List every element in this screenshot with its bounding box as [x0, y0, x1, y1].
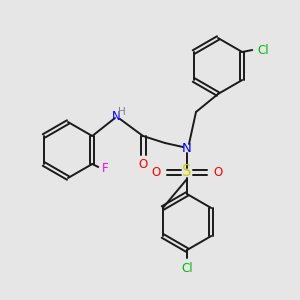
Text: N: N — [112, 110, 120, 124]
Text: O: O — [213, 166, 223, 178]
Text: O: O — [152, 166, 160, 178]
Text: Cl: Cl — [181, 262, 193, 275]
Text: F: F — [102, 161, 109, 175]
Text: H: H — [118, 107, 126, 117]
Text: O: O — [138, 158, 148, 170]
Text: Cl: Cl — [257, 44, 269, 56]
Text: S: S — [182, 164, 192, 179]
Text: N: N — [182, 142, 192, 154]
